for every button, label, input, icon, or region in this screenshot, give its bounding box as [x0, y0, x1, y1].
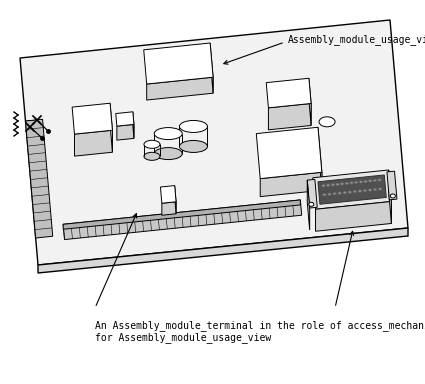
- Polygon shape: [116, 112, 134, 126]
- Polygon shape: [269, 103, 311, 130]
- Polygon shape: [256, 127, 322, 179]
- Ellipse shape: [338, 192, 341, 194]
- Ellipse shape: [328, 193, 331, 195]
- Ellipse shape: [331, 184, 334, 186]
- Polygon shape: [210, 43, 213, 93]
- Polygon shape: [63, 200, 300, 229]
- Polygon shape: [110, 103, 113, 152]
- Ellipse shape: [333, 192, 336, 195]
- Ellipse shape: [319, 117, 335, 127]
- Polygon shape: [74, 130, 113, 156]
- Polygon shape: [63, 200, 302, 240]
- Ellipse shape: [144, 152, 160, 161]
- Ellipse shape: [354, 181, 358, 184]
- Polygon shape: [72, 103, 113, 134]
- Polygon shape: [266, 78, 311, 108]
- Ellipse shape: [336, 183, 339, 185]
- Polygon shape: [38, 228, 408, 273]
- Ellipse shape: [309, 202, 314, 206]
- Polygon shape: [147, 77, 213, 100]
- Polygon shape: [260, 172, 322, 197]
- Ellipse shape: [350, 182, 353, 184]
- Polygon shape: [307, 179, 317, 208]
- Polygon shape: [309, 78, 311, 126]
- Ellipse shape: [373, 179, 377, 182]
- Polygon shape: [162, 202, 176, 215]
- Polygon shape: [389, 170, 391, 223]
- Ellipse shape: [340, 182, 344, 185]
- Polygon shape: [318, 175, 386, 204]
- Polygon shape: [26, 119, 53, 238]
- Polygon shape: [144, 43, 213, 84]
- Polygon shape: [307, 180, 310, 230]
- Ellipse shape: [343, 191, 346, 194]
- Polygon shape: [161, 185, 176, 203]
- Ellipse shape: [390, 194, 395, 198]
- Ellipse shape: [373, 188, 377, 191]
- Ellipse shape: [322, 184, 325, 187]
- Ellipse shape: [358, 190, 362, 192]
- Ellipse shape: [345, 182, 348, 185]
- Text: An Assembly_module_terminal in the role of access_mechanism: An Assembly_module_terminal in the role …: [95, 320, 425, 331]
- Ellipse shape: [179, 141, 207, 152]
- Polygon shape: [20, 20, 408, 265]
- Ellipse shape: [353, 190, 357, 193]
- Polygon shape: [387, 171, 397, 200]
- Ellipse shape: [154, 147, 182, 160]
- Ellipse shape: [368, 189, 372, 191]
- Ellipse shape: [363, 189, 367, 192]
- Ellipse shape: [326, 184, 330, 187]
- Ellipse shape: [359, 180, 363, 183]
- Polygon shape: [313, 170, 391, 209]
- Ellipse shape: [144, 140, 160, 148]
- Ellipse shape: [154, 127, 182, 139]
- Ellipse shape: [348, 191, 351, 194]
- Ellipse shape: [323, 194, 326, 196]
- Polygon shape: [133, 112, 134, 138]
- Ellipse shape: [368, 180, 372, 182]
- Polygon shape: [117, 124, 134, 140]
- Polygon shape: [318, 127, 322, 190]
- Ellipse shape: [378, 179, 381, 181]
- Ellipse shape: [378, 188, 382, 190]
- Polygon shape: [175, 185, 176, 214]
- Text: for Assembly_module_usage_view: for Assembly_module_usage_view: [95, 332, 271, 343]
- Ellipse shape: [179, 121, 207, 132]
- Ellipse shape: [364, 180, 367, 183]
- Text: Assembly_module_usage_view: Assembly_module_usage_view: [288, 35, 425, 45]
- Polygon shape: [315, 202, 391, 231]
